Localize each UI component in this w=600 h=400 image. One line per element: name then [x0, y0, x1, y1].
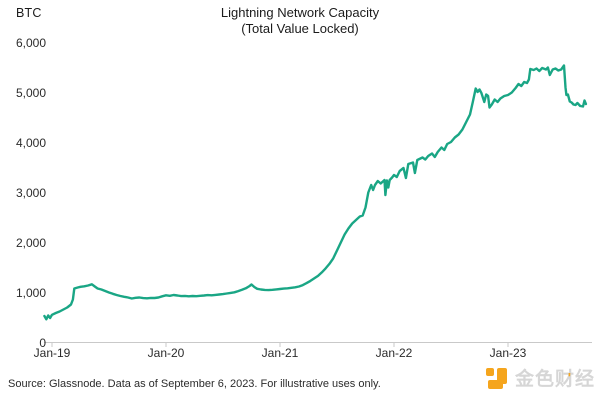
y-tick-label: 5,000: [15, 85, 46, 100]
brand-accent-mark: ': [567, 370, 572, 385]
x-tick-label: Jan-20: [147, 346, 185, 360]
y-tick-label: 1,000: [15, 285, 46, 300]
y-tick-label: 4,000: [15, 135, 46, 150]
logo-vertical-bar: [496, 368, 507, 384]
chart-title-block: Lightning Network Capacity (Total Value …: [0, 5, 600, 36]
x-tick-label: Jan-23: [489, 346, 527, 360]
logo-dot-square: [485, 368, 494, 376]
x-tick-label: Jan-21: [261, 346, 299, 360]
y-tick-label: 0: [39, 335, 46, 350]
x-tick-label: Jan-19: [33, 346, 71, 360]
y-tick-label: 2,000: [15, 235, 46, 250]
y-axis-unit-label: BTC: [16, 6, 42, 20]
capacity-line-series: [43, 64, 588, 321]
brand-watermark: 金色财经 ': [485, 367, 595, 392]
y-tick-label: 3,000: [15, 185, 46, 200]
y-tick-label: 6,000: [15, 35, 46, 50]
jinse-finance-logo-icon: [485, 367, 510, 392]
brand-name-text: 金色财经: [514, 369, 595, 390]
source-note: Source: Glassnode. Data as of September …: [8, 378, 381, 390]
chart-title: Lightning Network Capacity: [220, 5, 380, 20]
logo-bottom-hook: [487, 380, 503, 389]
chart-subtitle: (Total Value Locked): [241, 21, 359, 36]
brand-name: 金色财经 ': [515, 367, 595, 392]
x-tick-label: Jan-22: [375, 346, 413, 360]
